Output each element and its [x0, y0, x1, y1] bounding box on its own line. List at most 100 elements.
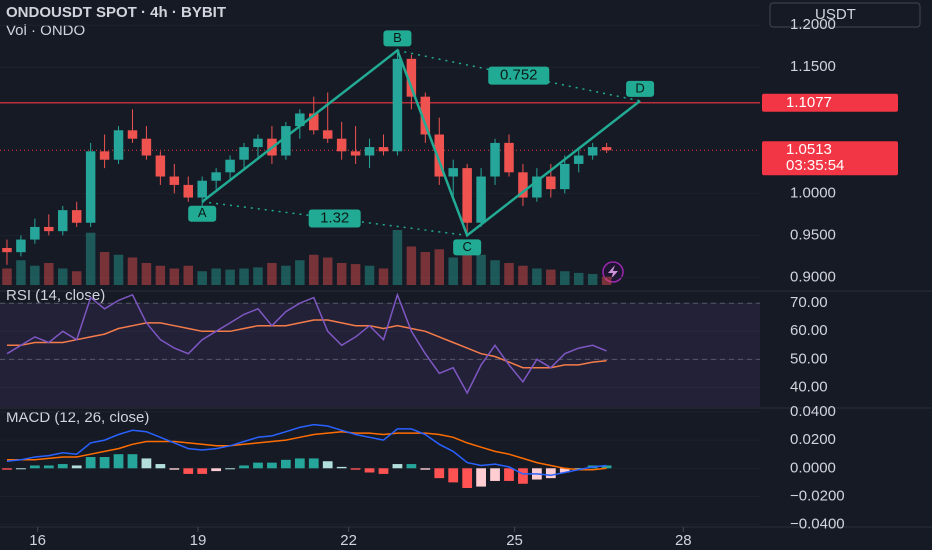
volume-bar	[560, 271, 570, 285]
candle-body	[169, 176, 180, 185]
candle-body	[85, 151, 96, 223]
price-label-box	[762, 93, 898, 112]
histogram-bar	[267, 462, 277, 469]
histogram-bar	[43, 465, 54, 469]
x-tick-label: 28	[675, 532, 692, 549]
currency-box[interactable]	[769, 2, 921, 28]
volume-bar	[295, 260, 305, 285]
candle-body	[44, 226, 54, 232]
chart-title: ONDOUSDT SPOT · 4h · BYBIT	[6, 4, 226, 21]
candle-body	[281, 126, 291, 156]
histogram-bar	[601, 465, 612, 469]
volume-bar	[350, 264, 361, 285]
candle-body	[364, 147, 375, 156]
ratio-box	[308, 209, 361, 228]
y-tick-label: 0.0400	[790, 403, 836, 420]
histogram-bar	[448, 468, 459, 483]
candle-body	[490, 142, 500, 177]
candle-body	[30, 226, 40, 240]
histogram-bar	[253, 462, 263, 469]
point-box	[626, 80, 655, 97]
candle-body	[462, 168, 472, 223]
histogram-bar	[294, 458, 305, 469]
last-price-box	[762, 141, 898, 176]
candle-body	[587, 147, 598, 156]
volume-bar	[99, 252, 110, 285]
currency: USDT	[815, 6, 856, 23]
volume-bar	[546, 269, 556, 285]
volume-bar	[392, 230, 403, 285]
histogram-bar	[504, 468, 514, 481]
histogram-bar	[518, 468, 528, 484]
candle-body	[225, 159, 235, 173]
y-tick-label: 0.0000	[790, 459, 836, 476]
volume-bar	[587, 274, 598, 285]
volume-bar	[573, 272, 584, 285]
point-label: C	[462, 239, 471, 254]
volume-bar	[183, 265, 193, 285]
candle-body	[141, 138, 152, 156]
histogram-bar	[127, 454, 138, 469]
candle-body	[99, 151, 110, 160]
volume-bar	[197, 271, 207, 285]
y-tick-label: −0.0400	[790, 516, 845, 533]
candle-body	[518, 172, 528, 198]
pattern-line	[201, 48, 641, 238]
histogram-bar	[322, 461, 333, 469]
candle-body	[546, 176, 556, 190]
histogram-bar	[545, 468, 556, 479]
y-tick-label: 1.1500	[790, 58, 836, 75]
candle-body	[309, 113, 319, 131]
volume-bar	[30, 265, 40, 285]
candle-body	[253, 138, 263, 148]
volume-bar	[225, 269, 235, 285]
y-tick-label: 70.00	[790, 294, 828, 311]
volume-bar	[462, 241, 472, 285]
volume-bar	[211, 268, 221, 285]
histogram-bar	[434, 468, 445, 479]
volume-bar	[155, 265, 166, 285]
histogram-bar	[490, 468, 500, 481]
candle-body	[113, 130, 124, 160]
price-label: 1.1077	[786, 94, 832, 111]
candle-body	[378, 147, 389, 152]
candle-body	[434, 134, 445, 177]
candle-body	[58, 210, 68, 232]
y-tick-label: 40.00	[790, 378, 828, 395]
candle-body	[211, 172, 221, 181]
histogram-bar	[559, 468, 570, 473]
histogram-bar	[476, 468, 486, 487]
volume-bar	[239, 268, 249, 285]
volume-bar	[490, 260, 500, 285]
candle-body	[573, 155, 584, 164]
candle-body	[406, 58, 417, 97]
histogram-bar	[99, 457, 110, 469]
candle-body	[239, 147, 249, 160]
candle-body	[350, 151, 361, 156]
histogram-bar	[280, 459, 291, 469]
volume-bar	[476, 254, 486, 285]
candle-body	[155, 155, 166, 177]
candle-body	[448, 168, 458, 177]
rsi-line	[6, 292, 607, 395]
volume-bar	[420, 252, 431, 285]
volume-bar	[281, 265, 291, 285]
volume-bar	[44, 263, 54, 285]
histogram-bar	[392, 464, 403, 469]
candle-body	[420, 96, 431, 135]
candle-body	[16, 239, 26, 253]
y-tick-label: 1.0000	[790, 184, 836, 201]
volume-bar	[434, 249, 445, 285]
chart-subtitle: Vol · ONDO	[6, 22, 85, 39]
volume-bar	[364, 265, 375, 285]
x-tick-label: 25	[506, 532, 523, 549]
volume-bar	[601, 276, 612, 285]
candle-body	[183, 184, 193, 198]
ratio-label: 1.32	[320, 210, 349, 227]
x-tick-label: 16	[29, 532, 46, 549]
volume-bar	[448, 257, 458, 285]
y-tick-label: 0.0200	[790, 431, 836, 448]
candle-body	[504, 142, 514, 173]
histogram-bar	[113, 454, 124, 469]
